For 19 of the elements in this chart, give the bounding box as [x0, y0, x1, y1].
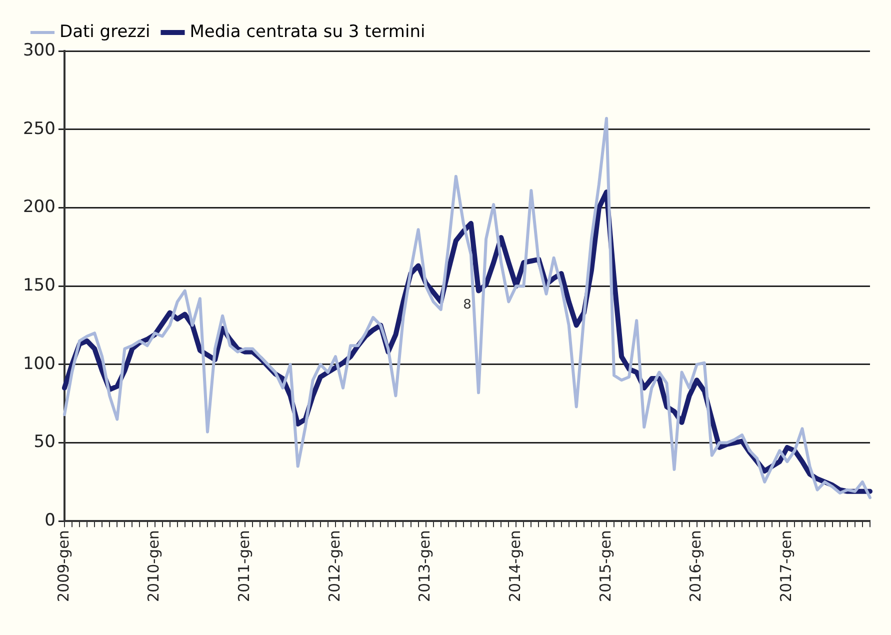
x-tick-label: 2014-gen [506, 530, 524, 602]
y-tick-label: 150 [22, 276, 56, 296]
x-tick-label: 2013-gen [416, 530, 434, 602]
x-tick-label: 2010-gen [144, 530, 163, 602]
x-tick-label: 2011-gen [235, 530, 254, 602]
x-tick-label: 2009-gen [54, 530, 72, 602]
x-tick-label: 2015-gen [596, 530, 614, 602]
y-tick-label: 100 [22, 354, 56, 374]
annotation: 8 [463, 297, 472, 312]
legend-label: Media centrata su 3 termini [190, 22, 426, 42]
x-tick-label: 2012-gen [325, 530, 344, 602]
y-tick-label: 50 [34, 432, 56, 452]
y-tick-label: 0 [44, 510, 56, 531]
y-tick-label: 200 [22, 197, 56, 218]
y-tick-label: 250 [22, 118, 56, 139]
x-tick-label: 2017-gen [777, 530, 796, 602]
x-tick-label: 2016-gen [686, 530, 705, 602]
legend-label: Dati grezzi [60, 22, 150, 42]
y-tick-label: 300 [22, 40, 56, 60]
